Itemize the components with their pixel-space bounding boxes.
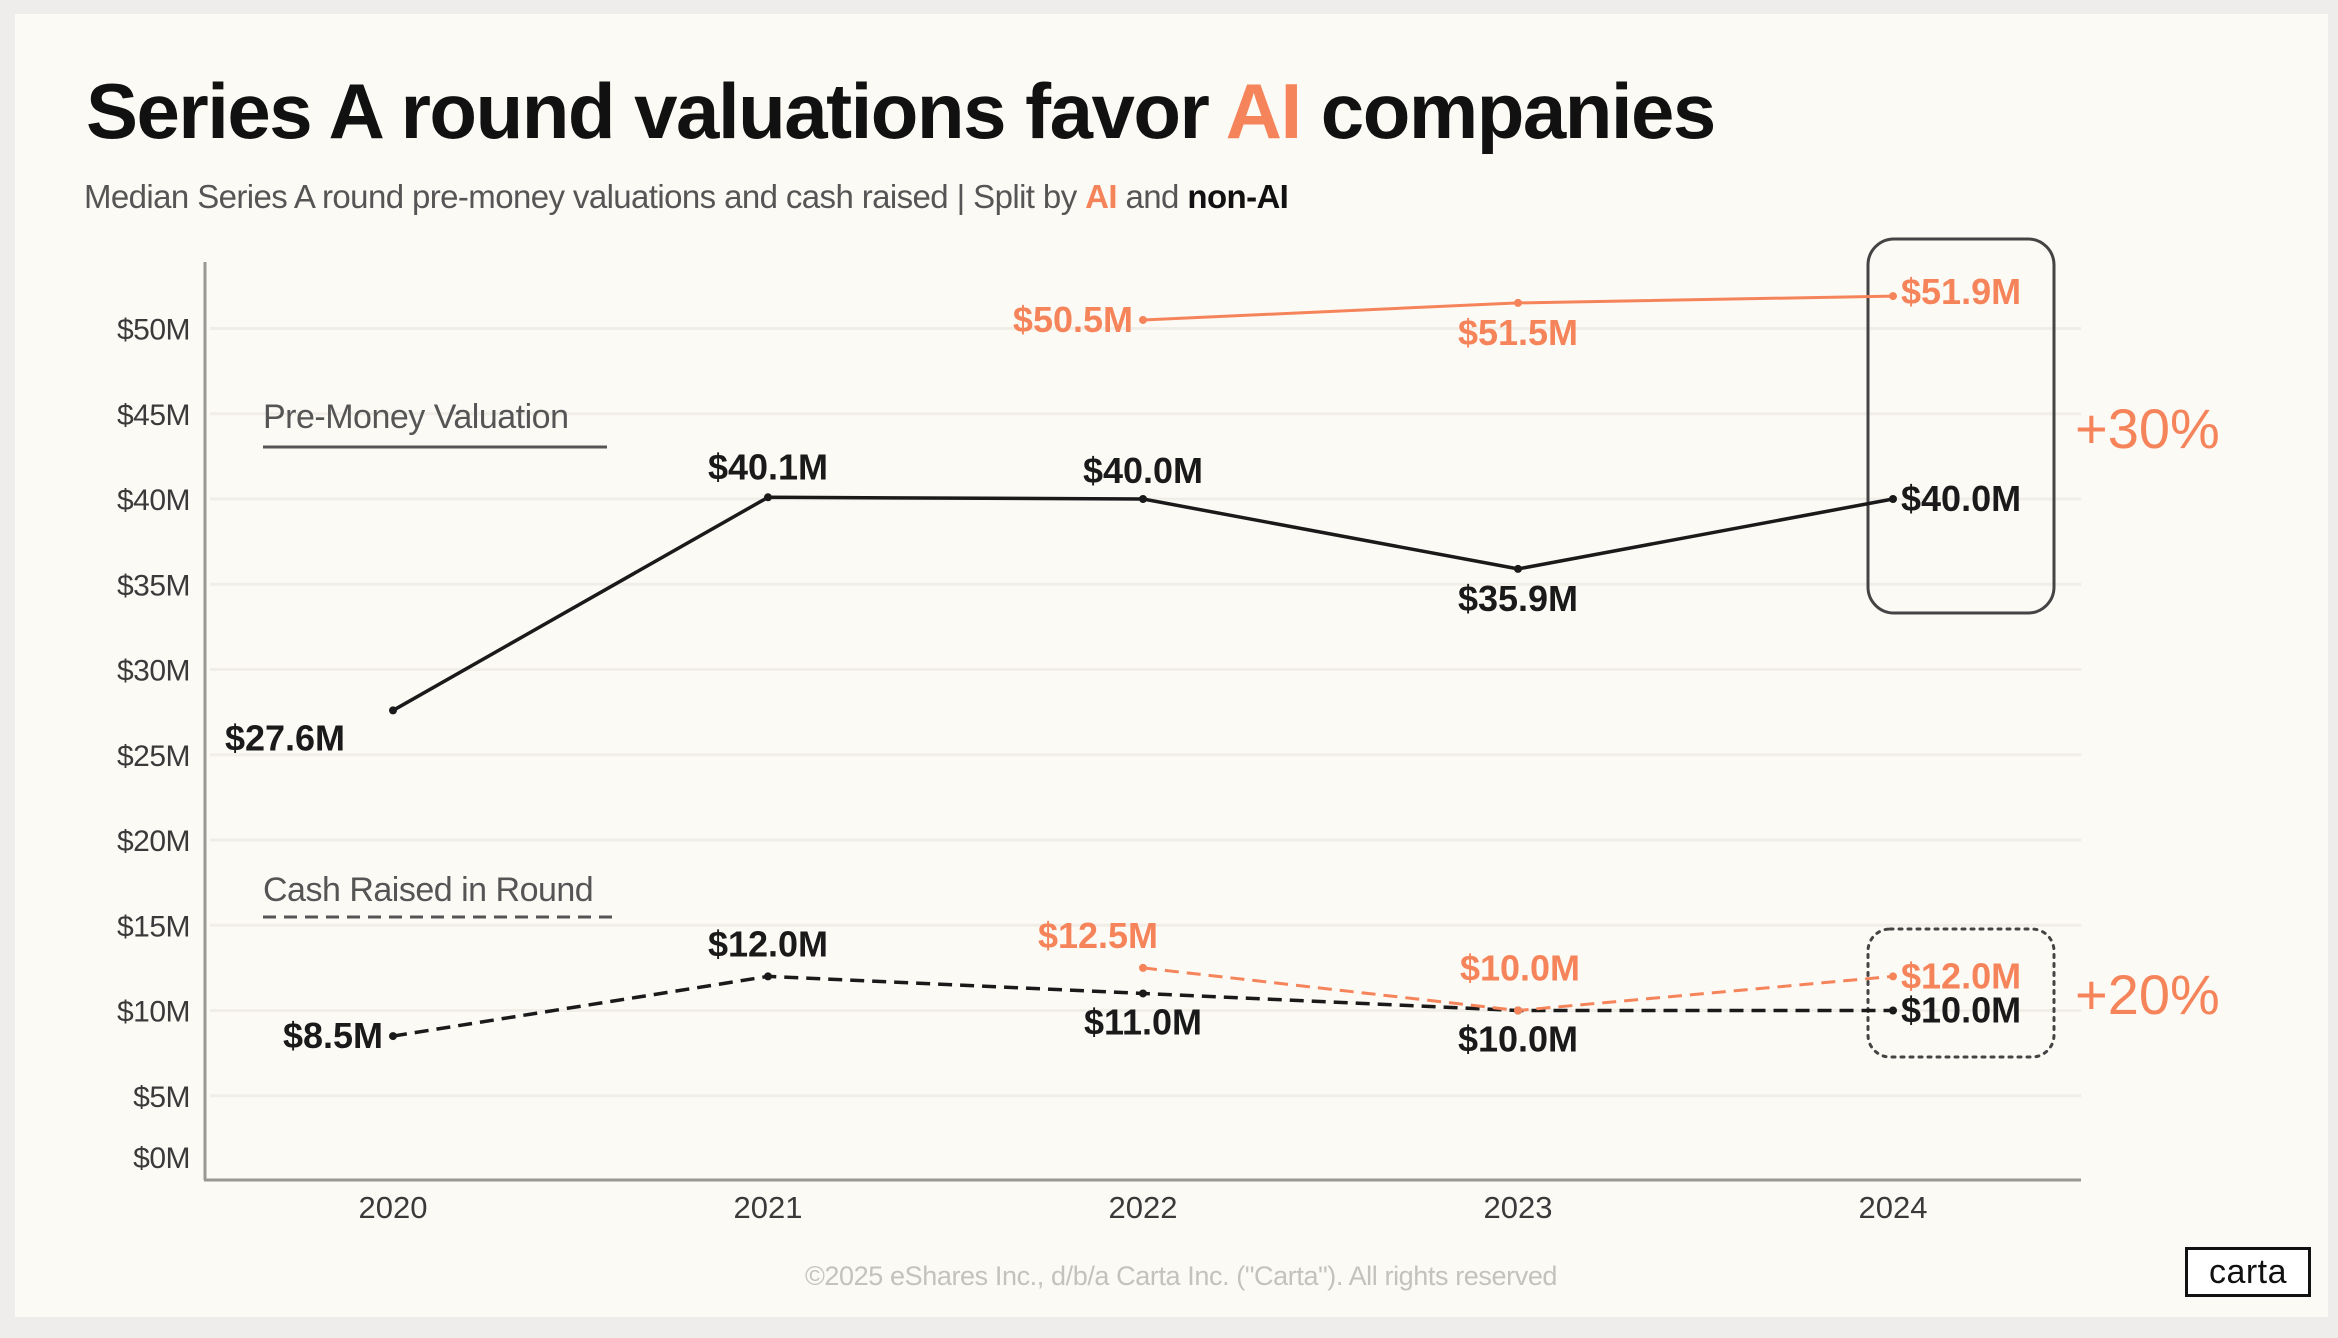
data-label: $51.5M [1458, 312, 1578, 353]
y-tick-label: $35M [117, 569, 190, 602]
data-point [389, 1032, 397, 1041]
y-tick-label: $10M [117, 996, 190, 1029]
title-text-end: companies [1300, 67, 1717, 155]
data-label: $10.0M [1901, 990, 2021, 1031]
legend-pre-money-valuation: Pre-Money Valuation [263, 398, 568, 436]
y-tick-label: $50M [117, 314, 190, 347]
data-label: $40.1M [708, 446, 828, 487]
data-point [1889, 292, 1897, 301]
x-tick-label: 2020 [359, 1190, 428, 1225]
carta-logo: carta [2185, 1247, 2311, 1297]
y-tick-label: $20M [117, 825, 190, 858]
series-layer [389, 292, 1897, 1041]
data-point [1139, 315, 1147, 324]
legend-cash-raised: Cash Raised in Round [263, 871, 593, 909]
y-tick-label: $45M [117, 399, 190, 432]
data-label: $12.0M [708, 923, 828, 964]
title-text: Series A round valuations favor [86, 67, 1226, 155]
chart-subtitle: Median Series A round pre-money valuatio… [84, 178, 1289, 216]
data-point [1514, 1006, 1522, 1015]
subtitle-and: and [1116, 178, 1188, 215]
subtitle-nonai-label: non-AI [1187, 178, 1289, 215]
subtitle-text: Median Series A round pre-money valuatio… [84, 178, 1086, 215]
data-point [1889, 972, 1897, 981]
data-point [764, 493, 772, 502]
copyright-footer: ©2025 eShares Inc., d/b/a Carta Inc. ("C… [804, 1261, 1558, 1291]
data-label: $35.9M [1458, 578, 1578, 619]
x-tick-label: 2023 [1484, 1190, 1553, 1225]
data-point [1139, 495, 1147, 503]
data-point [764, 972, 772, 981]
data-point [1889, 1006, 1897, 1015]
data-labels-layer: $27.6M $40.1M $40.0M $35.9M $40.0M $50.5M $51.… [225, 271, 2021, 1059]
subtitle-ai-label: AI [1085, 178, 1117, 215]
highlight-box-cash-2024 [1866, 927, 2056, 1059]
data-label: $40.0M [1901, 478, 2021, 519]
data-label: $10.0M [1458, 1019, 1578, 1060]
y-tick-label: $25M [117, 740, 190, 773]
y-tick-label: $5M [133, 1081, 190, 1114]
data-label: $8.5M [283, 1015, 383, 1056]
annotation-valuation-delta: +30% [2075, 397, 2220, 460]
data-label: $50.5M [1013, 299, 1133, 340]
y-tick-label: $0M [133, 1142, 190, 1175]
series-line-valuation-non-ai [392, 495, 1894, 712]
data-label: $11.0M [1084, 1001, 1202, 1042]
x-axis-ticks: 2020 2021 2022 2023 2024 [359, 1190, 1928, 1225]
data-label: $51.9M [1901, 271, 2021, 312]
data-point [389, 706, 397, 715]
x-tick-label: 2022 [1109, 1190, 1178, 1225]
highlight-box-valuation-2024 [1866, 237, 2056, 615]
gridlines [210, 327, 2081, 1098]
x-tick-label: 2024 [1859, 1190, 1928, 1225]
data-point [1889, 495, 1897, 503]
data-point [1514, 564, 1522, 573]
data-label: $40.0M [1083, 450, 1203, 491]
data-point [1514, 298, 1522, 307]
data-label: $27.6M [225, 717, 345, 758]
data-point [1139, 989, 1147, 998]
y-tick-label: $15M [117, 910, 190, 943]
data-point [1139, 963, 1147, 972]
chart-title: Series A round valuations favor AI compa… [86, 66, 1717, 157]
chart-card [15, 14, 2328, 1317]
y-axis-ticks: $0M $5M $10M $15M $20M $25M $30M $35M $40M $45M $5… [117, 314, 191, 1176]
x-tick-label: 2021 [734, 1190, 803, 1225]
y-tick-label: $40M [117, 484, 190, 517]
data-label: $10.0M [1460, 948, 1580, 989]
title-ai-highlight: AI [1225, 67, 1303, 155]
annotation-cash-delta: +20% [2075, 963, 2220, 1026]
data-label: $12.5M [1038, 915, 1158, 956]
y-tick-label: $30M [117, 655, 190, 688]
data-label: $12.0M [1901, 955, 2021, 996]
